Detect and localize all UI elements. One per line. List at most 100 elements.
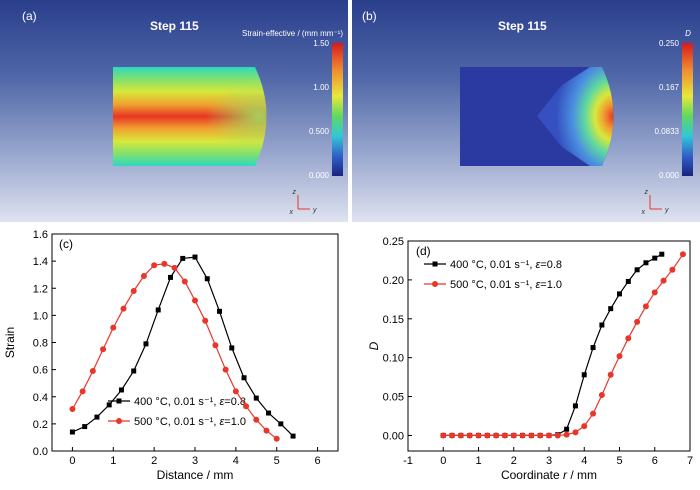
data-point [202,317,209,324]
data-point [167,274,173,280]
y-tick-label: 0.20 [383,275,404,287]
data-point [131,368,137,374]
data-point [537,432,544,439]
colorbar-tick-b: 0.167 [659,83,680,92]
panel-label-a: (a) [22,9,37,23]
axis-z-label: z [292,189,297,196]
y-axis-label: D [367,341,381,350]
colorbar-tick-a: 1.00 [313,83,329,92]
data-point [659,251,665,257]
colorbar-tick-a: 0.500 [309,127,330,136]
data-point [222,366,229,373]
data-point [643,260,649,266]
colorbar-tick-a: 0.000 [309,171,330,180]
data-point [130,287,137,294]
data-point [598,392,605,398]
simulation-canvas-damage: (b) Step 115 D 0.250 0.167 0.0833 0.000 … [362,9,693,216]
x-axis-label: Coordinate r / mm [501,468,597,482]
data-point [679,251,686,258]
data-point [457,432,464,439]
x-axis-label: Distance / mm [157,468,234,482]
step-label-a: Step 115 [150,19,199,33]
legend-marker [432,261,438,267]
x-tick-label: 6 [652,455,658,467]
y-tick-label: 0.8 [33,338,48,350]
step-label-b: Step 115 [498,19,547,33]
data-point [69,429,75,435]
data-point [475,432,482,439]
data-point [625,278,631,284]
y-tick-label: 1.4 [33,256,48,268]
x-tick-label: 1 [475,455,481,467]
line-charts: 0 1 2 3 4 5 6 0.0 0.2 0.4 0.6 0.8 1.0 1.2 1.4 1.6 Distan… [3,229,693,482]
data-point [79,388,86,395]
chart-1: -1 0 1 2 3 4 5 6 7 0.00 0.05 0.10 0.15 0.20 0.25 Coordi… [367,236,693,482]
data-point [253,416,260,423]
data-point [155,307,161,313]
data-point [449,432,456,439]
colorbar-tick-a: 1.50 [313,39,329,48]
data-point [607,371,614,378]
damage-colorbar [682,43,693,176]
axis-y-label: y [664,207,669,214]
legend-label: 400 °C, 0.01 s⁻¹, ε=0.8 [134,396,246,408]
data-point [510,432,517,439]
panel-label-b: (b) [362,9,377,23]
panel-label: (c) [59,237,73,251]
legend-label: 400 °C, 0.01 s⁻¹, ε=0.8 [450,259,562,271]
x-tick-label: 3 [546,455,552,467]
legend-marker [116,398,122,404]
data-point [290,433,296,439]
data-point [572,403,578,409]
data-point [501,432,508,439]
y-tick-label: 1.0 [33,310,48,322]
data-point [466,432,473,439]
legend-marker [116,418,122,424]
data-point [243,403,250,410]
data-point [546,432,552,439]
data-point [651,289,658,296]
data-point [171,264,178,271]
y-tick-label: 0.0 [33,446,48,458]
data-point [440,432,447,439]
data-point [528,432,535,439]
x-tick-label: 4 [233,455,239,467]
data-point [266,410,272,416]
data-point [229,345,235,351]
colorbar-tick-b: 0.000 [659,171,680,180]
colorbar-title-a: Strain-effective / (mm mm⁻¹) [242,29,343,38]
y-tick-label: 0.4 [33,392,48,404]
data-point [212,342,219,349]
data-point [660,277,667,284]
data-point [118,387,124,393]
data-point [616,353,623,360]
data-point [278,421,284,427]
data-point [669,266,676,273]
y-tick-label: 0.00 [383,430,404,442]
axis-triad-b: z x y [641,189,670,216]
data-point [634,318,641,325]
x-tick-label: 5 [616,455,622,467]
series-line-0 [72,256,294,437]
simulation-canvas-strain: (a) Step 115 Strain-effective / (mm mm⁻¹… [22,9,343,216]
x-tick-label: 0 [440,455,446,467]
axis-y-label: y [312,207,317,214]
data-point [100,346,107,353]
x-tick-label: 6 [315,455,321,467]
data-point [484,432,491,439]
data-point [120,305,127,312]
data-point [572,429,579,436]
data-point [82,424,88,430]
legend-label: 500 °C, 0.01 s⁻¹, ε=1.0 [450,279,562,291]
axis-x-label: x [289,209,294,216]
y-tick-label: 0.2 [33,419,48,431]
y-tick-label: 1.2 [33,283,48,295]
data-point [192,297,198,304]
data-point [634,267,640,273]
series-line-1 [443,253,684,436]
data-point [652,255,658,261]
axis-z-label: z [644,189,649,196]
data-point [590,345,596,351]
data-point [581,423,588,430]
data-point [110,324,117,331]
